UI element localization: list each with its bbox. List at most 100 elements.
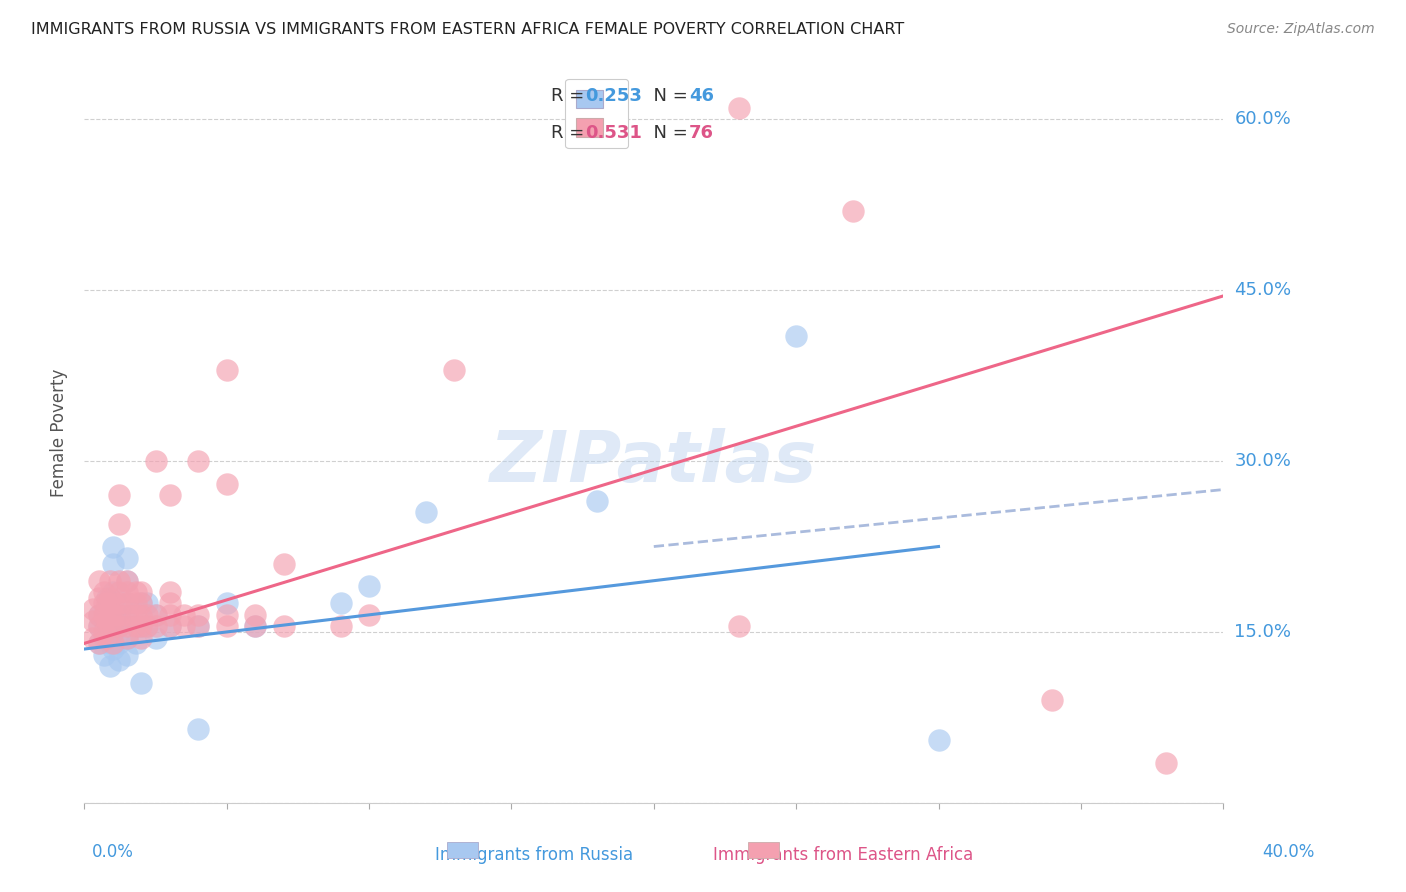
Point [96, 591, 118, 605]
Point [245, 619, 267, 633]
Point [93, 624, 115, 639]
Point [115, 550, 138, 565]
Point [115, 648, 138, 662]
Point [159, 488, 181, 502]
Point [96, 614, 118, 628]
Point [98, 574, 121, 588]
Point [159, 585, 181, 599]
Point [93, 631, 115, 645]
Point [785, 328, 807, 343]
Text: N =: N = [643, 87, 695, 104]
Point [187, 722, 209, 736]
Point [98, 619, 121, 633]
Point [96, 631, 118, 645]
Point [159, 619, 181, 633]
Point [115, 614, 138, 628]
Text: 60.0%: 60.0% [1234, 111, 1291, 128]
Point [87, 591, 110, 605]
Point [101, 585, 124, 599]
Point [145, 619, 167, 633]
Text: 40.0%: 40.0% [1263, 843, 1315, 861]
Point [87, 619, 110, 633]
Point [215, 619, 238, 633]
Point [1042, 693, 1064, 707]
Point [159, 607, 181, 622]
Point [96, 597, 118, 611]
Text: 0.253: 0.253 [585, 87, 643, 104]
Point [131, 619, 153, 633]
Point [124, 636, 146, 650]
Point [98, 607, 121, 622]
Point [273, 619, 295, 633]
Y-axis label: Female Poverty: Female Poverty [51, 368, 69, 497]
Point [107, 619, 129, 633]
Point [136, 619, 159, 633]
Point [273, 557, 295, 571]
Point [124, 585, 146, 599]
Point [101, 607, 124, 622]
Point [187, 619, 209, 633]
Point [101, 624, 124, 639]
Point [131, 619, 153, 633]
Text: 45.0%: 45.0% [1234, 281, 1292, 299]
Point [443, 363, 465, 377]
Point [136, 607, 159, 622]
Point [107, 607, 129, 622]
Point [131, 676, 153, 690]
Point [215, 363, 238, 377]
Point [107, 636, 129, 650]
Point [115, 597, 138, 611]
Point [145, 607, 167, 622]
Point [93, 585, 115, 599]
Point [187, 454, 209, 468]
Point [93, 648, 115, 662]
Point [173, 607, 195, 622]
Point [115, 607, 138, 622]
Point [124, 619, 146, 633]
Point [115, 631, 138, 645]
Point [329, 619, 352, 633]
Point [131, 585, 153, 599]
Point [136, 619, 159, 633]
Point [136, 597, 159, 611]
Point [124, 597, 146, 611]
Point [124, 607, 146, 622]
Point [115, 585, 138, 599]
Point [329, 597, 352, 611]
Text: 0.0%: 0.0% [91, 843, 134, 861]
Point [98, 591, 121, 605]
Text: IMMIGRANTS FROM RUSSIA VS IMMIGRANTS FROM EASTERN AFRICA FEMALE POVERTY CORRELAT: IMMIGRANTS FROM RUSSIA VS IMMIGRANTS FRO… [31, 22, 904, 37]
Point [87, 574, 110, 588]
Point [82, 631, 104, 645]
Point [215, 597, 238, 611]
Point [93, 614, 115, 628]
Point [842, 203, 865, 218]
Point [586, 494, 609, 508]
Point [131, 631, 153, 645]
Point [159, 597, 181, 611]
Point [96, 602, 118, 616]
Point [82, 614, 104, 628]
Point [107, 488, 129, 502]
Point [107, 574, 129, 588]
Point [1156, 756, 1178, 770]
Text: N =: N = [643, 124, 695, 142]
Point [115, 631, 138, 645]
Point [145, 607, 167, 622]
Point [87, 636, 110, 650]
Point [115, 597, 138, 611]
Text: 30.0%: 30.0% [1234, 452, 1291, 470]
Point [187, 619, 209, 633]
Point [187, 607, 209, 622]
Point [145, 631, 167, 645]
Point [87, 607, 110, 622]
Point [98, 636, 121, 650]
Text: R =: R = [551, 87, 591, 104]
Point [215, 607, 238, 622]
Text: ZIPatlas: ZIPatlas [491, 428, 817, 497]
Legend: , : , [565, 78, 628, 148]
Point [98, 659, 121, 673]
Point [107, 516, 129, 531]
Point [101, 636, 124, 650]
Point [131, 597, 153, 611]
